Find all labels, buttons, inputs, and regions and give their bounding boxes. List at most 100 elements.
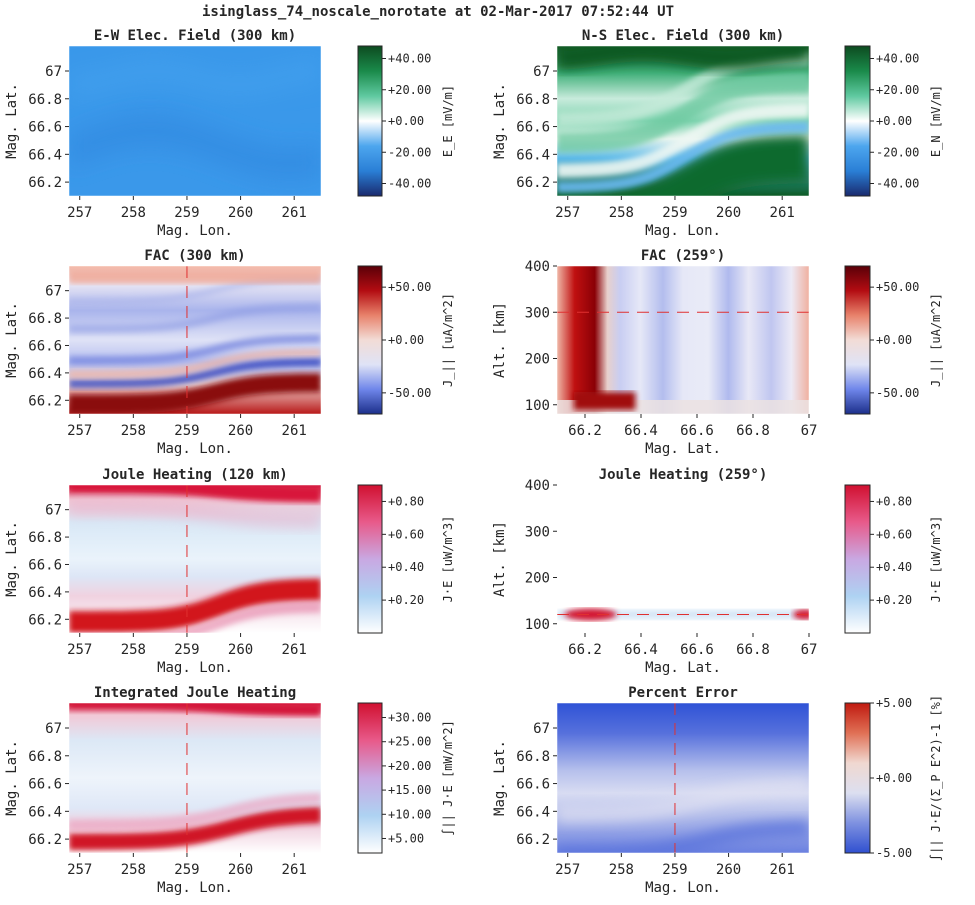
y-tick-label: 66.6: [28, 777, 62, 793]
x-tick-label: 260: [228, 205, 253, 221]
panel-title: N-S Elec. Field (300 km): [582, 28, 784, 44]
colorbar-tick-label: +10.00: [388, 807, 431, 821]
error-band: [557, 820, 809, 853]
plot-frame: [68, 265, 322, 415]
x-tick-label: 261: [282, 205, 307, 221]
y-tick-label: 200: [525, 352, 550, 368]
x-tick-label: 260: [228, 642, 253, 658]
field-band: [557, 72, 809, 153]
colorbar-tick-label: +20.00: [388, 83, 431, 97]
y-axis-label: Mag. Lat.: [4, 302, 20, 378]
x-tick-label: 66.8: [736, 423, 770, 439]
y-tick-label: 66.4: [28, 804, 62, 820]
y-tick-label: 66.4: [28, 585, 62, 601]
y-axis-label: Mag. Lat.: [4, 740, 20, 816]
colorbar-tick-label: +40.00: [388, 52, 431, 66]
current-band: [69, 334, 321, 365]
colorbar: [357, 702, 383, 854]
colorbar-tick-label: -50.00: [876, 386, 919, 400]
colorbar-tick-label: +0.00: [388, 333, 424, 347]
x-tick-label: 258: [121, 205, 146, 221]
colorbar-tick-label: +50.00: [388, 280, 431, 294]
colorbar-tick-label: +30.00: [388, 711, 431, 725]
x-tick-label: 66.2: [568, 642, 602, 658]
y-tick-label: 66.4: [28, 147, 62, 163]
heating-spot: [564, 608, 617, 621]
colorbar-tick-label: +0.60: [876, 527, 912, 541]
figure-title: isinglass_74_noscale_norotate at 02-Mar-…: [202, 4, 674, 20]
colorbar-label: J·E [uW/m^3]: [929, 516, 943, 603]
y-tick-label: 66.2: [516, 832, 550, 848]
colorbar-label: E_N [mV/m]: [929, 85, 943, 157]
y-tick-label: 66.6: [28, 120, 62, 136]
y-tick-label: 66.6: [516, 120, 550, 136]
x-tick-label: 67: [801, 423, 818, 439]
x-tick-label: 66.6: [680, 642, 714, 658]
y-axis-label: Alt. [km]: [492, 521, 508, 597]
colorbar: [844, 45, 871, 197]
panel-title: E-W Elec. Field (300 km): [94, 28, 296, 44]
y-tick-label: 400: [525, 478, 550, 494]
colorbar-tick-label: +5.00: [388, 831, 424, 845]
y-tick-label: 67: [533, 64, 550, 80]
y-axis-label: Mag. Lat.: [492, 740, 508, 816]
x-tick-label: 259: [174, 423, 199, 439]
panel-title: Joule Heating (120 km): [102, 467, 287, 483]
heating-band: [69, 578, 321, 633]
field-band: [69, 57, 321, 99]
x-tick-label: 66.4: [624, 423, 658, 439]
colorbar-label: E_E [mV/m]: [441, 85, 455, 157]
y-tick-label: 67: [533, 721, 550, 737]
y-tick-label: 66.8: [28, 749, 62, 765]
x-tick-label: 257: [67, 205, 92, 221]
x-tick-label: 258: [121, 642, 146, 658]
x-axis-label: Mag. Lon.: [645, 223, 721, 239]
panel-title: FAC (300 km): [144, 248, 245, 264]
colorbar-tick-label: +20.00: [876, 83, 919, 97]
y-axis-label: Mag. Lat.: [492, 83, 508, 159]
x-axis-label: Mag. Lon.: [157, 441, 233, 457]
x-tick-label: 66.8: [736, 642, 770, 658]
plot-frame: [556, 265, 810, 415]
y-tick-label: 66.8: [28, 92, 62, 108]
y-tick-label: 66.2: [28, 832, 62, 848]
y-tick-label: 66.4: [516, 147, 550, 163]
x-tick-label: 66.4: [624, 642, 658, 658]
y-tick-label: 300: [525, 524, 550, 540]
x-tick-label: 257: [555, 862, 580, 878]
colorbar-tick-label: +0.60: [388, 527, 424, 541]
x-axis-label: Mag. Lon.: [645, 880, 721, 896]
y-tick-label: 66.6: [28, 557, 62, 573]
field-band: [557, 103, 809, 178]
x-tick-label: 258: [609, 862, 634, 878]
panel-title: Percent Error: [628, 685, 738, 701]
panel-title: Integrated Joule Heating: [94, 685, 296, 701]
heating-band: [69, 806, 321, 851]
current-band: [69, 303, 321, 334]
plot-frame: [556, 45, 810, 197]
colorbar-tick-label: +20.00: [388, 759, 431, 773]
colorbar-label: J·E [uW/m^3]: [441, 516, 455, 603]
colorbar-tick-label: -5.00: [876, 846, 912, 860]
y-tick-label: 300: [525, 305, 550, 321]
x-tick-label: 259: [662, 862, 687, 878]
current-band: [69, 373, 321, 414]
colorbar: [844, 484, 871, 634]
colorbar-tick-label: +0.00: [388, 114, 424, 128]
y-axis-label: Mag. Lat.: [4, 83, 20, 159]
heatmap-fill: [557, 266, 809, 414]
x-axis-label: Mag. Lon.: [157, 223, 233, 239]
colorbar-tick-label: +15.00: [388, 783, 431, 797]
field-band: [557, 121, 809, 193]
colorbar-tick-label: +0.20: [876, 593, 912, 607]
heating-band: [69, 703, 321, 716]
heating-band: [148, 601, 321, 633]
panel-title: Joule Heating (259°): [599, 467, 768, 483]
x-tick-label: 260: [228, 423, 253, 439]
y-tick-label: 100: [525, 398, 550, 414]
colorbar: [357, 484, 383, 634]
x-tick-label: 261: [282, 423, 307, 439]
field-band: [557, 134, 809, 196]
y-tick-label: 66.2: [28, 393, 62, 409]
colorbar-tick-label: +0.00: [876, 771, 912, 785]
